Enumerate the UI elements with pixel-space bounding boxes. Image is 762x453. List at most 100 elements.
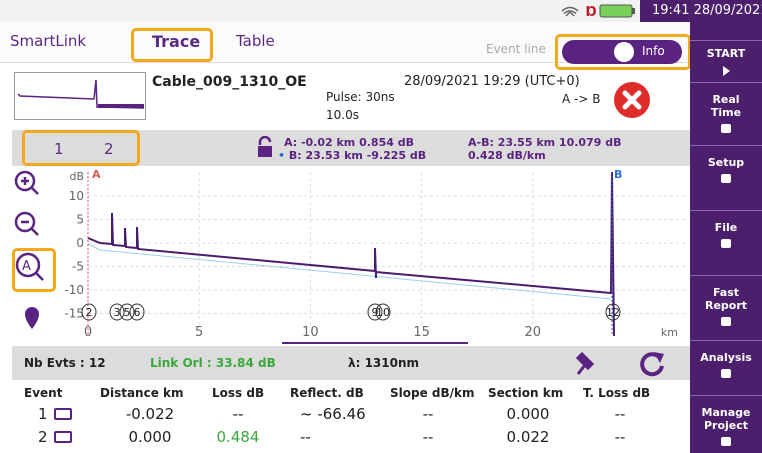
sidebar-button[interactable]: Real Time — [690, 82, 762, 145]
sidebar-button[interactable]: Manage Project — [690, 395, 762, 453]
clock: 19:41 28/09/2021 — [652, 3, 762, 18]
cursor-a: A — [92, 168, 101, 181]
close-button[interactable] — [612, 80, 652, 120]
x-unit: km — [661, 326, 678, 339]
event-label: 3 — [114, 306, 121, 319]
table-cell: 2 — [38, 428, 48, 446]
sidebar — [690, 22, 762, 453]
x-tick-label: 20 — [525, 325, 542, 340]
event-marker[interactable] — [109, 303, 125, 321]
duration: 10.0s — [326, 108, 359, 122]
marker-bar — [12, 130, 690, 166]
y-tick-label: -15 — [64, 307, 84, 321]
sidebar-icon — [721, 174, 731, 183]
event-marker[interactable] — [119, 303, 135, 321]
table-cell: 0.000 — [128, 428, 172, 446]
status-bar — [0, 0, 762, 22]
x-tick-label: 5 — [195, 325, 203, 340]
marker-ab: A-B: 23.55 km 10.079 dB — [468, 136, 622, 149]
table-header: T. Loss dB — [583, 386, 651, 400]
pulse: Pulse: 30ns — [326, 90, 395, 104]
marker-button[interactable]: 1 — [54, 140, 64, 158]
event-label: 6 — [134, 306, 141, 319]
event-marker[interactable] — [375, 303, 391, 321]
highlight — [555, 34, 691, 70]
table-cell: -- — [422, 428, 434, 446]
thumbnail — [14, 72, 146, 120]
sidebar-icon — [721, 317, 731, 326]
event-count: Nb Evts : 12 — [24, 356, 106, 370]
sidebar-label: Manage Project — [701, 406, 751, 432]
sidebar-button[interactable]: File — [690, 210, 762, 275]
table-cell: 0.000 — [506, 405, 550, 423]
table-header: Distance km — [100, 386, 184, 400]
summary-icons[interactable] — [574, 348, 666, 378]
sidebar-button[interactable]: Fast Report — [690, 275, 762, 340]
marker-slope: 0.428 dB/km — [468, 149, 546, 162]
event-marker[interactable] — [605, 303, 621, 321]
lock-icon[interactable] — [256, 136, 274, 158]
sidebar-label: Analysis — [700, 351, 752, 364]
sidebar-label: Real Time — [710, 93, 742, 119]
date: 28/09/2021 — [693, 3, 762, 18]
status-icons: Ɒ — [561, 4, 635, 20]
event-icon — [54, 408, 72, 420]
y-tick-label: -5 — [72, 260, 84, 274]
sidebar-button[interactable]: START — [690, 40, 762, 82]
table-header: Event — [24, 386, 63, 400]
event-label: 12 — [606, 306, 620, 319]
table-cell: 0.484 — [216, 428, 260, 446]
marker-a: A: -0.02 km 0.854 dB — [284, 136, 414, 149]
event-line-label: Event line — [486, 42, 546, 56]
y-tick-label: -10 — [64, 283, 84, 297]
sidebar-label: Fast Report — [704, 286, 748, 312]
highlight — [12, 248, 56, 292]
timestamp: 28/09/2021 19:29 (UTC+0) — [404, 74, 580, 89]
sidebar-button[interactable]: Setup — [690, 145, 762, 210]
sidebar-icon — [722, 66, 730, 76]
dot: • — [278, 149, 286, 162]
divider — [282, 342, 468, 344]
highlight — [131, 28, 213, 62]
table-cell: -- — [614, 428, 626, 446]
event-label: 5 — [124, 306, 131, 319]
svg-text:A: A — [22, 259, 31, 274]
summary-bar — [12, 346, 690, 380]
event-marker[interactable] — [129, 303, 145, 321]
info-label: Info — [642, 44, 665, 58]
cursor-b: B — [614, 168, 622, 181]
sidebar-label: File — [714, 221, 738, 234]
x-tick-label: 10 — [302, 325, 319, 340]
event-icon — [54, 431, 72, 443]
wavelength: λ: 1310nm — [348, 356, 420, 370]
table-header: Loss dB — [212, 386, 265, 400]
tab[interactable]: SmartLink — [10, 32, 87, 50]
sidebar-icon — [721, 437, 731, 446]
table-cell: 1 — [38, 405, 48, 423]
event-marker[interactable] — [367, 303, 383, 321]
tab[interactable]: Table — [236, 32, 275, 50]
table-header: Slope dB/km — [390, 386, 475, 400]
time: 19:41 — [652, 3, 690, 18]
svg-text:Ɒ: Ɒ — [586, 5, 597, 20]
y-tick-label: 0 — [76, 236, 84, 250]
y-tick-label: 5 — [76, 213, 84, 227]
marker-button[interactable]: 2 — [104, 140, 114, 158]
event-label: 10 — [376, 306, 390, 319]
y-tick-label: 10 — [69, 189, 84, 203]
sidebar-icon — [721, 369, 731, 378]
toggle-knob — [614, 42, 634, 62]
x-tick-label: 0 — [84, 325, 92, 340]
marker-b-line: • B: 23.53 km -9.225 dB — [278, 149, 426, 162]
table-header: Section km — [488, 386, 564, 400]
link-orl: Link Orl : 33.84 dB — [150, 356, 276, 370]
table-cell: -- — [232, 405, 244, 423]
sidebar-button[interactable]: Analysis — [690, 340, 762, 395]
direction: A -> B — [562, 92, 601, 106]
event-marker[interactable] — [81, 303, 97, 321]
table-cell: ~ -66.46 — [300, 405, 366, 423]
tab-active[interactable]: Trace — [152, 32, 201, 51]
table-cell: -- — [422, 405, 434, 423]
